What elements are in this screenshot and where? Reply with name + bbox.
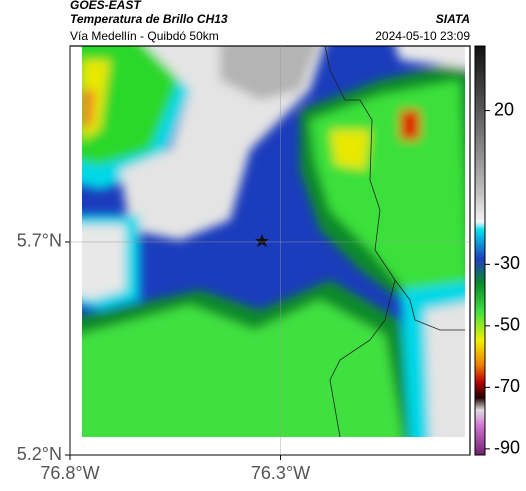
lat-tick-label: 5.7°N [17,231,62,251]
org: SIATA [436,12,470,26]
colorbar-tick-label: -70 [494,376,520,396]
colorbar [474,45,486,456]
lon-tick-label: 76.3°W [251,463,310,483]
colorbar-tick-label: -50 [494,315,520,335]
colorbar-tick-label: 20 [494,99,514,119]
route: Vía Medellín - Quibdó 50km [70,29,219,43]
datetime: 2024-05-10 23:09 [375,29,470,43]
satellite-image [82,46,465,437]
colorbar-tick-label: -30 [494,253,520,273]
borders [324,46,465,437]
product: Temperatura de Brillo CH13 [70,12,228,26]
lon-tick-label: 76.8°W [40,463,99,483]
city-marker [255,234,269,247]
lat-tick-label: 5.2°N [17,444,62,464]
colorbar-tick-label: -90 [494,438,520,458]
source: GOES-EAST [70,0,142,12]
